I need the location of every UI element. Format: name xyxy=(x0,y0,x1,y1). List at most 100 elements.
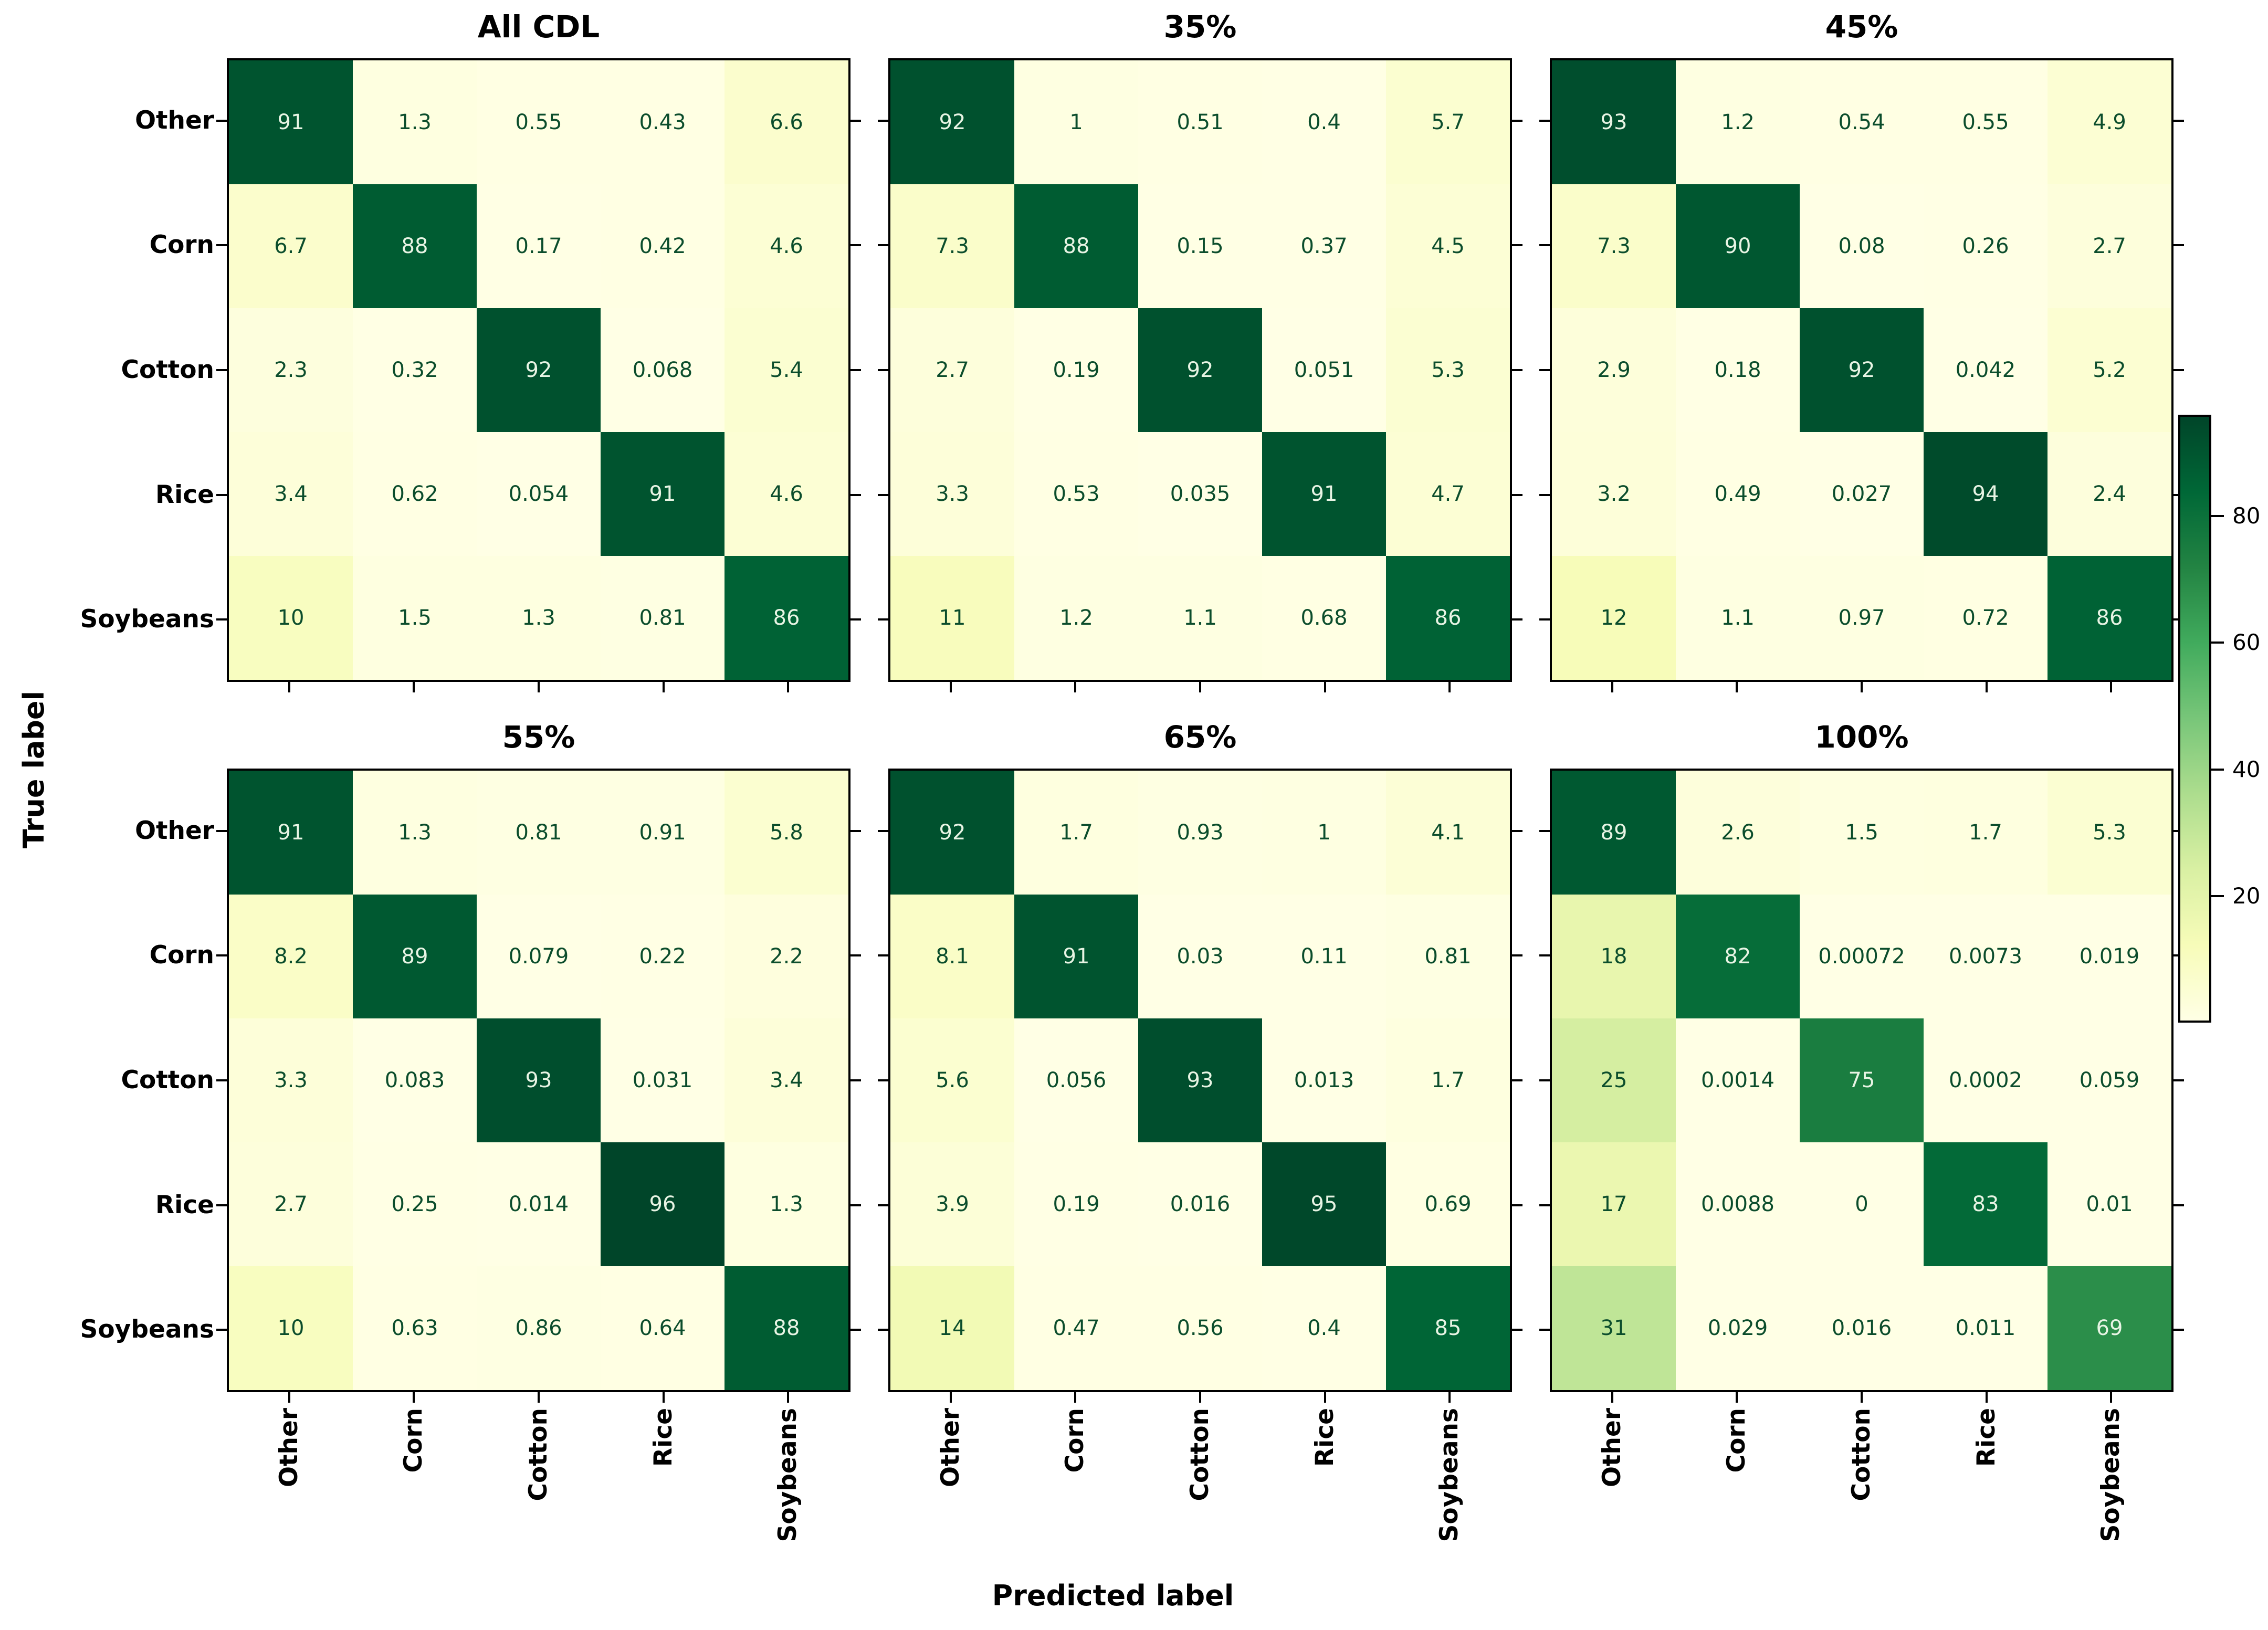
heatmap-cell: 5.3 xyxy=(2048,771,2171,895)
colorbar-tick-label: 80 xyxy=(2232,503,2261,529)
heatmap-cell: 92 xyxy=(1138,308,1262,432)
heatmap-cell: 7.3 xyxy=(890,184,1014,308)
subplot-100: 89 2.6 1.5 1.7 5.3 18 82 0.00072 0.0073 0.019 25 0.… xyxy=(1550,769,2174,1392)
heatmap-cell: 0.019 xyxy=(2048,895,2171,1018)
heatmap-cell: 7.3 xyxy=(1552,184,1676,308)
heatmap-cell: 93 xyxy=(1138,1018,1262,1142)
heatmap-cell: 0.4 xyxy=(1262,60,1386,184)
heatmap-cell: 2.7 xyxy=(890,308,1014,432)
y-tick-mark xyxy=(1512,1079,1522,1081)
heatmap-cell: 0.68 xyxy=(1262,556,1386,680)
heatmap-55: 91 1.3 0.81 0.91 5.8 8.2 89 0.079 0.22 2.2 3.3 0.08… xyxy=(229,771,848,1390)
y-tick-mark xyxy=(1539,119,1550,122)
x-tick-mark xyxy=(1611,1392,1613,1403)
x-tick-mark xyxy=(949,682,952,692)
heatmap-cell: 91 xyxy=(1014,895,1138,1018)
y-tick-mark xyxy=(850,618,861,621)
heatmap-cell: 0.056 xyxy=(1014,1018,1138,1142)
y-tick-label: Rice xyxy=(155,480,214,509)
heatmap-cell: 0.42 xyxy=(601,184,724,308)
y-tick-mark xyxy=(216,119,227,122)
heatmap-cell: 4.5 xyxy=(1386,184,1510,308)
y-tick-label: Cotton xyxy=(121,355,214,384)
x-tick-label: Soybeans xyxy=(2096,1408,2126,1542)
heatmap-cell: 5.3 xyxy=(1386,308,1510,432)
x-tick-label: Soybeans xyxy=(773,1408,803,1542)
heatmap-cell: 88 xyxy=(724,1266,848,1390)
y-tick-mark xyxy=(1512,1204,1522,1206)
heatmap-cell: 0.11 xyxy=(1262,895,1386,1018)
y-tick-mark xyxy=(216,369,227,371)
subplot-35: 92 1 0.51 0.4 5.7 7.3 88 0.15 0.37 4.5 2.7 0.19 92 0.… xyxy=(888,58,1512,682)
y-tick-mark xyxy=(1539,1204,1550,1206)
y-tick-mark xyxy=(1512,119,1522,122)
x-tick-label: Corn xyxy=(399,1408,428,1473)
colorbar-tick-label: 40 xyxy=(2232,756,2261,782)
heatmap-cell: 3.3 xyxy=(890,432,1014,556)
heatmap-cell: 4.6 xyxy=(724,432,848,556)
y-tick-mark xyxy=(850,493,861,496)
heatmap-cell: 0.32 xyxy=(353,308,477,432)
x-tick-mark xyxy=(288,682,290,692)
x-tick-label: Cotton xyxy=(524,1408,553,1501)
x-tick-mark xyxy=(2110,682,2113,692)
heatmap-cell: 0.016 xyxy=(1138,1142,1262,1266)
heatmap-cell: 1.3 xyxy=(724,1142,848,1266)
heatmap-cell: 0.81 xyxy=(1386,895,1510,1018)
heatmap-cell: 0.042 xyxy=(1924,308,2048,432)
x-tick-mark xyxy=(1736,682,1738,692)
subplot-45: 93 1.2 0.54 0.55 4.9 7.3 90 0.08 0.26 2.7 2.9 0.18 9… xyxy=(1550,58,2174,682)
colorbar-tick-mark xyxy=(2211,642,2224,644)
subplot-55: 91 1.3 0.81 0.91 5.8 8.2 89 0.079 0.22 2.2 3.3 0.08… xyxy=(227,769,850,1392)
y-tick-mark xyxy=(850,119,861,122)
y-tick-mark xyxy=(216,954,227,957)
heatmap-cell: 3.9 xyxy=(890,1142,1014,1266)
colorbar-tick-label: 20 xyxy=(2232,882,2261,909)
colorbar-gradient xyxy=(2180,417,2209,1021)
y-tick-label: Corn xyxy=(149,941,214,970)
x-tick-mark xyxy=(1448,682,1451,692)
heatmap-cell: 92 xyxy=(890,60,1014,184)
heatmap-cell: 10 xyxy=(229,556,353,680)
heatmap-cell: 5.4 xyxy=(724,308,848,432)
heatmap-cell: 0.068 xyxy=(601,308,724,432)
heatmap-cell: 5.8 xyxy=(724,771,848,895)
heatmap-cell: 1.3 xyxy=(353,60,477,184)
y-tick-mark xyxy=(2174,119,2184,122)
heatmap-cell: 95 xyxy=(1262,1142,1386,1266)
heatmap-cell: 1 xyxy=(1262,771,1386,895)
heatmap-cell: 0.69 xyxy=(1386,1142,1510,1266)
heatmap-cell: 5.6 xyxy=(890,1018,1014,1142)
y-tick-mark xyxy=(216,829,227,832)
x-tick-label: Soybeans xyxy=(1435,1408,1464,1542)
heatmap-cell: 0.81 xyxy=(477,771,601,895)
heatmap-cell: 2.4 xyxy=(2048,432,2171,556)
y-tick-mark xyxy=(878,618,888,621)
heatmap-cell: 92 xyxy=(890,771,1014,895)
heatmap-cell: 0.03 xyxy=(1138,895,1262,1018)
heatmap-cell: 10 xyxy=(229,1266,353,1390)
heatmap-cell: 3.4 xyxy=(724,1018,848,1142)
y-tick-label: Other xyxy=(135,106,214,135)
heatmap-cell: 0.011 xyxy=(1924,1266,2048,1390)
heatmap-cell: 0.027 xyxy=(1800,432,1924,556)
heatmap-cell: 91 xyxy=(601,432,724,556)
x-tick-mark xyxy=(538,682,540,692)
heatmap-cell: 0.016 xyxy=(1800,1266,1924,1390)
heatmap-cell: 0.0088 xyxy=(1676,1142,1800,1266)
heatmap-cell: 6.6 xyxy=(724,60,848,184)
heatmap-cell: 5.7 xyxy=(1386,60,1510,184)
heatmap-cell: 3.2 xyxy=(1552,432,1676,556)
heatmap-cell: 0.54 xyxy=(1800,60,1924,184)
heatmap-cell: 1.3 xyxy=(353,771,477,895)
colorbar xyxy=(2178,415,2211,1023)
heatmap-cell: 86 xyxy=(1386,556,1510,680)
x-tick-label: Other xyxy=(274,1408,303,1487)
y-tick-mark xyxy=(216,618,227,621)
heatmap-cell: 1.1 xyxy=(1138,556,1262,680)
y-tick-mark xyxy=(216,244,227,247)
heatmap-cell: 0.079 xyxy=(477,895,601,1018)
y-tick-mark xyxy=(878,119,888,122)
heatmap-cell: 0.97 xyxy=(1800,556,1924,680)
heatmap-cell: 0.37 xyxy=(1262,184,1386,308)
